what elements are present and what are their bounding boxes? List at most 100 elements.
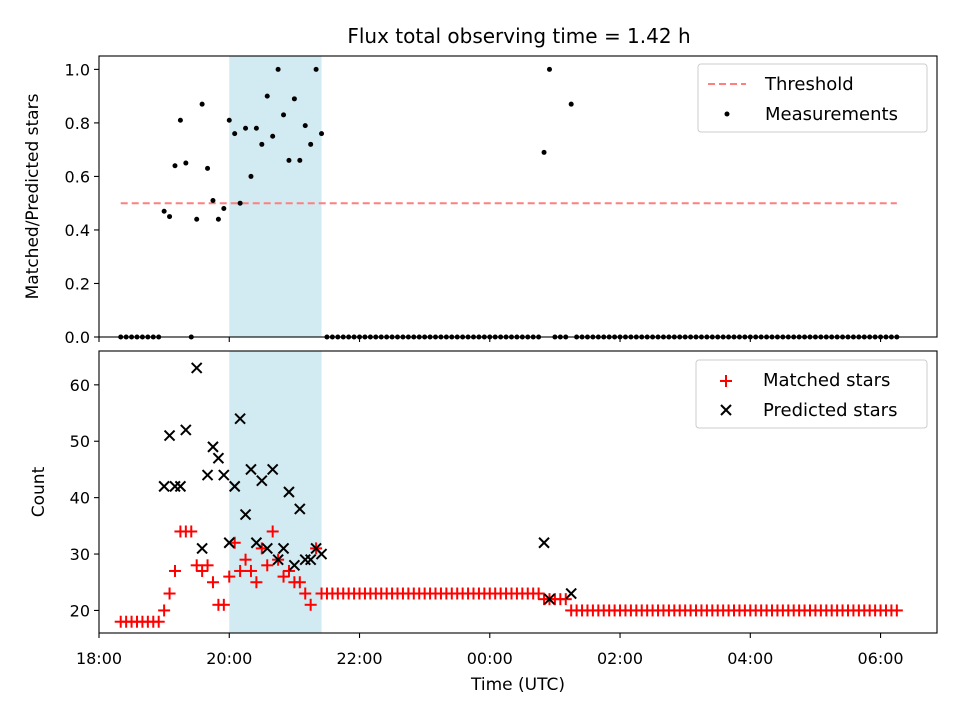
- y-tick-label: 40: [70, 489, 90, 508]
- bottom-y-ticks: 20 30 40 50 60: [70, 376, 99, 620]
- y-tick-label: 20: [70, 601, 90, 620]
- measurement-point: [264, 93, 270, 99]
- y-tick-label: 30: [70, 545, 90, 564]
- top-y-axis-label: Matched/Predicted stars: [23, 93, 43, 299]
- predicted-star-point: [218, 469, 230, 481]
- x-tick-label: 00:00: [467, 649, 513, 668]
- measurement-point: [177, 117, 183, 123]
- matched-star-point: [228, 536, 241, 549]
- y-tick-label: 0.6: [65, 167, 90, 186]
- measurement-point: [281, 112, 287, 118]
- measurement-point: [308, 141, 314, 147]
- bottom-legend: Matched stars Predicted stars: [695, 359, 928, 429]
- predicted-star-point: [538, 537, 550, 549]
- matched-star-point: [239, 553, 252, 566]
- predicted-star-point: [256, 475, 268, 487]
- matched-star-point: [277, 570, 290, 583]
- bottom-legend-box: [695, 359, 928, 429]
- predicted-star-point: [315, 548, 328, 560]
- top-y-ticks: 0.0 0.2 0.4 0.6 0.8 1.0: [65, 60, 99, 347]
- y-tick-label: 50: [70, 432, 90, 451]
- matched-star-point: [185, 525, 198, 538]
- legend-measurements-swatch: [724, 111, 730, 117]
- bottom-highlight-span: [229, 351, 322, 633]
- measurement-point: [297, 157, 303, 163]
- measurement-point: [568, 101, 574, 107]
- legend-predicted-label: Predicted stars: [763, 400, 897, 421]
- legend-matched-label: Matched stars: [763, 370, 890, 391]
- predicted-star-point: [158, 480, 170, 493]
- matched-star-point: [532, 587, 545, 600]
- measurement-point: [221, 206, 227, 212]
- y-tick-label: 1.0: [65, 60, 90, 79]
- measurement-point: [275, 66, 281, 72]
- measurement-point: [199, 101, 205, 107]
- x-tick-label: 04:00: [727, 649, 773, 668]
- bottom-panel: 20 30 40 50 60 18:00 20:00 22:00 00:00 02:00 04:0…: [29, 350, 938, 695]
- matched-star-point: [234, 564, 247, 577]
- measurement-point: [302, 123, 308, 129]
- predicted-star-point: [266, 463, 279, 476]
- top-panel: 0.0 0.2 0.4 0.6 0.8 1.0 Matched/Predicted sta…: [23, 55, 938, 347]
- measurement-point: [210, 198, 216, 204]
- matched-star-point: [158, 604, 171, 617]
- predicted-star-point: [294, 503, 306, 515]
- bottom-y-axis-label: Count: [29, 466, 49, 517]
- matched-star-point: [168, 564, 181, 577]
- matched-star-point: [201, 559, 214, 572]
- measurement-point: [232, 131, 238, 137]
- predicted-stars-series: [158, 362, 577, 605]
- predicted-star-point: [212, 452, 225, 464]
- predicted-star-point: [543, 593, 556, 605]
- predicted-star-point: [304, 553, 317, 566]
- top-axes-frame: [98, 55, 938, 338]
- y-tick-label: 0.4: [65, 221, 90, 240]
- x-axis-label: Time (UTC): [470, 675, 565, 695]
- predicted-star-point: [277, 542, 290, 555]
- top-legend: Threshold Measurements: [697, 63, 928, 133]
- measurement-point: [205, 165, 211, 171]
- matched-star-point: [244, 564, 257, 577]
- matched-stars-series: [114, 525, 903, 628]
- x-tick-label: 02:00: [597, 649, 643, 668]
- measurement-point: [167, 214, 173, 220]
- legend-measurements-label: Measurements: [765, 104, 898, 125]
- matched-star-point: [217, 598, 230, 611]
- predicted-star-point: [228, 480, 241, 493]
- matched-star-point: [196, 564, 209, 577]
- matched-star-point: [559, 593, 572, 606]
- matched-star-point: [163, 587, 176, 600]
- matched-star-point: [304, 598, 317, 611]
- predicted-star-point: [234, 412, 246, 425]
- matched-star-point: [250, 576, 263, 589]
- predicted-star-point: [207, 441, 219, 453]
- y-tick-label: 60: [70, 376, 90, 395]
- measurement-point: [248, 173, 254, 179]
- measurement-point: [313, 66, 319, 72]
- top-legend-box: [697, 63, 928, 133]
- measurement-point: [286, 157, 292, 163]
- matched-star-point: [890, 604, 903, 617]
- predicted-star-point: [163, 429, 176, 442]
- predicted-star-point: [283, 486, 295, 498]
- predicted-star-point: [169, 480, 181, 493]
- matched-star-point: [299, 587, 312, 600]
- bottom-axes-frame: [98, 350, 938, 634]
- predicted-star-point: [223, 537, 235, 549]
- matched-star-point: [223, 570, 236, 583]
- predicted-star-point: [196, 542, 208, 555]
- matched-star-point: [255, 542, 268, 555]
- x-tick-label: 06:00: [857, 649, 903, 668]
- x-tick-label: 22:00: [336, 649, 382, 668]
- predicted-star-point: [288, 559, 301, 572]
- matched-star-point: [206, 576, 219, 589]
- predicted-star-point: [250, 537, 263, 549]
- predicted-star-point: [565, 587, 577, 600]
- measurement-point: [259, 141, 265, 147]
- matched-star-point: [152, 615, 165, 628]
- matched-star-point: [293, 576, 306, 589]
- top-highlight-span: [229, 56, 322, 337]
- measurement-point: [161, 208, 167, 214]
- top-x-ticks: [98, 337, 882, 342]
- measurement-point: [226, 117, 232, 123]
